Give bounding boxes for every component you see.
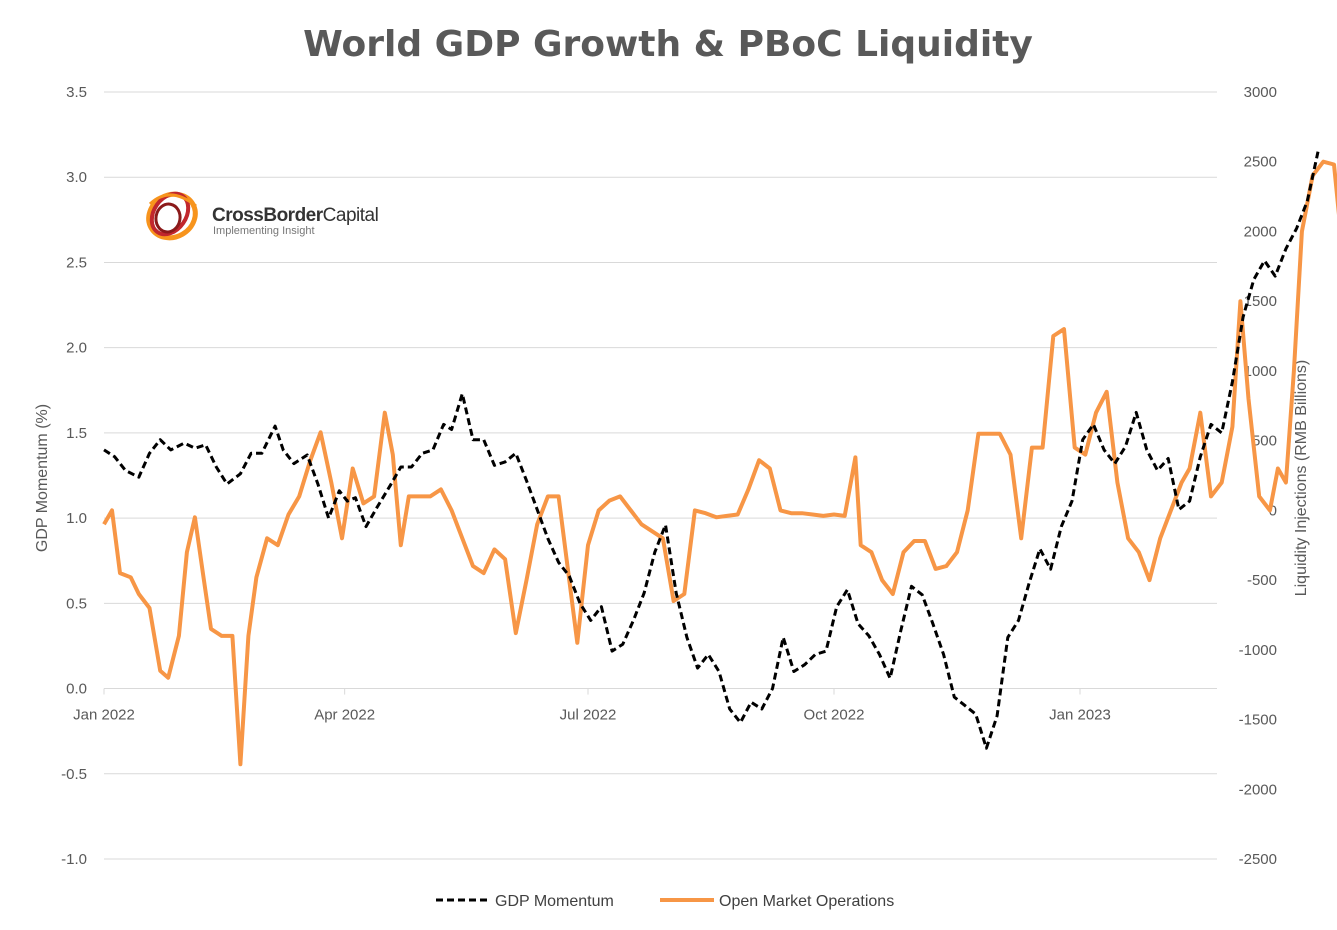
y-left-tick-label: 1.0 bbox=[66, 510, 87, 527]
x-tick-label: Oct 2022 bbox=[804, 707, 865, 724]
y-right-tick-label: -1000 bbox=[1239, 642, 1277, 659]
right-axis-ticks: 3000 2500 2000 1500 1000 500 0 -500 -1000 -1500 -2… bbox=[1239, 84, 1277, 868]
y-axis-left-title: GDP Momentum (%) bbox=[34, 404, 51, 552]
y-left-tick-label: 2.5 bbox=[66, 254, 87, 271]
logo-tagline: Implementing Insight bbox=[213, 225, 315, 237]
y-right-tick-label: -2500 bbox=[1239, 851, 1277, 868]
y-left-tick-label: -1.0 bbox=[61, 851, 87, 868]
x-tick-label: Jul 2022 bbox=[560, 707, 617, 724]
y-left-tick-label: 3.0 bbox=[66, 169, 87, 186]
legend-label-open-market-operations: Open Market Operations bbox=[719, 893, 894, 910]
legend-label-gdp-momentum: GDP Momentum bbox=[495, 893, 614, 910]
logo-name-bold: CrossBorder bbox=[212, 205, 324, 226]
x-tick-label: Jan 2023 bbox=[1049, 707, 1111, 724]
series-line-gdp-momentum bbox=[103, 151, 1320, 750]
y-right-tick-label: -1500 bbox=[1239, 712, 1277, 729]
y-right-tick-label: 500 bbox=[1252, 433, 1277, 450]
series-layer bbox=[102, 151, 1337, 767]
y-right-tick-label: 1500 bbox=[1244, 293, 1277, 310]
logo-name-regular: Capital bbox=[323, 205, 379, 226]
y-left-tick-label: 0.5 bbox=[66, 595, 87, 612]
legend: GDP Momentum Open Market Operations bbox=[436, 893, 894, 910]
y-right-tick-label: 3000 bbox=[1244, 84, 1277, 101]
y-left-tick-label: 0.0 bbox=[66, 681, 87, 698]
y-right-tick-label: -2000 bbox=[1239, 781, 1277, 798]
y-right-tick-label: -500 bbox=[1247, 572, 1277, 589]
series-line-open-market-operations bbox=[102, 159, 1337, 767]
y-right-tick-label: 0 bbox=[1269, 502, 1277, 519]
logo-mark-icon bbox=[146, 191, 198, 241]
logo: CrossBorderCapital Implementing Insight bbox=[146, 191, 379, 241]
left-axis-ticks: 3.5 3.0 2.5 2.0 1.5 1.0 0.5 0.0 -0.5 -1.0 bbox=[61, 84, 87, 868]
y-right-tick-label: 1000 bbox=[1244, 363, 1277, 380]
y-left-tick-label: 2.0 bbox=[66, 340, 87, 357]
y-right-tick-label: 2000 bbox=[1244, 223, 1277, 240]
y-left-tick-label: -0.5 bbox=[61, 766, 87, 783]
gridlines bbox=[104, 91, 1217, 860]
y-left-tick-label: 1.5 bbox=[66, 425, 87, 442]
x-tick-label: Jan 2022 bbox=[73, 707, 135, 724]
y-axis-right-title: Liquidity Injections (RMB Billions) bbox=[1293, 360, 1310, 597]
logo-name: CrossBorderCapital bbox=[212, 205, 378, 226]
x-tick-label: Apr 2022 bbox=[314, 707, 375, 724]
y-right-tick-label: 2500 bbox=[1244, 154, 1277, 171]
x-axis-ticks: Jan 2022 Apr 2022 Jul 2022 Oct 2022 Jan 2023 bbox=[73, 688, 1111, 724]
chart-title: World GDP Growth & PBoC Liquidity bbox=[303, 24, 1033, 65]
y-left-tick-label: 3.5 bbox=[66, 84, 87, 101]
